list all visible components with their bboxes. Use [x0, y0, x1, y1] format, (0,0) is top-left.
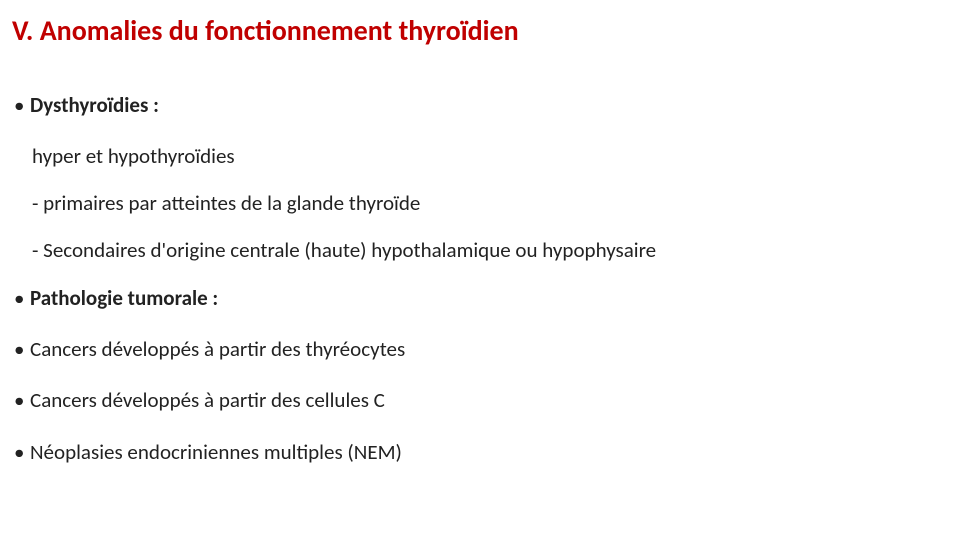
- bullet-text: Cancers développés à partir des cellules…: [30, 387, 385, 413]
- sub-item: - Secondaires d'origine centrale (haute)…: [12, 237, 940, 264]
- bullet-item: Néoplasies endocriniennes multiples (NEM…: [12, 439, 940, 466]
- sub-text: hyper et hypothyroïdies: [32, 143, 235, 169]
- bullet-item: Cancers développés à partir des cellules…: [12, 387, 940, 414]
- bullet-item: Pathologie tumorale :: [12, 285, 940, 312]
- bullet-text: Cancers développés à partir des thyréocy…: [30, 336, 405, 362]
- slide: V. Anomalies du fonctionnement thyroïdie…: [0, 0, 960, 540]
- sub-text: - primaires par atteintes de la glande t…: [32, 190, 420, 216]
- slide-title: V. Anomalies du fonctionnement thyroïdie…: [12, 14, 940, 48]
- sub-item: hyper et hypothyroïdies: [12, 143, 940, 170]
- bullet-text: Dysthyroïdies :: [30, 92, 159, 118]
- sub-item: - primaires par atteintes de la glande t…: [12, 190, 940, 217]
- bullet-item: Dysthyroïdies :: [12, 92, 940, 119]
- bullet-text: Pathologie tumorale :: [30, 285, 218, 311]
- sub-text: - Secondaires d'origine centrale (haute)…: [32, 237, 656, 263]
- content-list: Dysthyroïdies : hyper et hypothyroïdies - …: [12, 92, 940, 466]
- bullet-text: Néoplasies endocriniennes multiples (NEM…: [30, 439, 402, 465]
- bullet-item: Cancers développés à partir des thyréocy…: [12, 336, 940, 363]
